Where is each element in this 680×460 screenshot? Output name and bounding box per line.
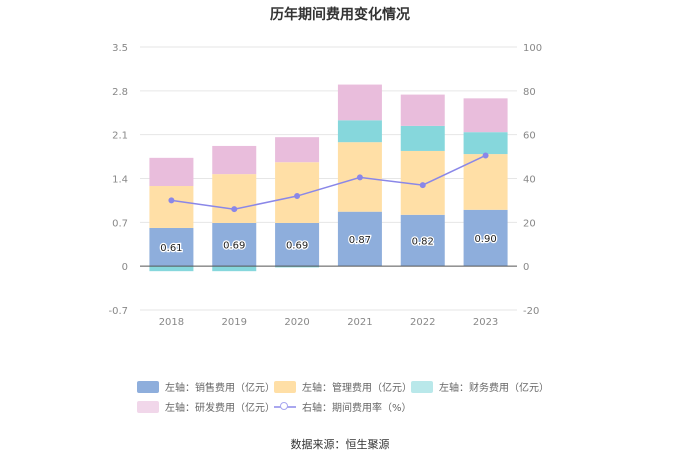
- bar-admin-2018: [149, 186, 194, 228]
- data-label-sales-2021: 0.87: [349, 235, 371, 246]
- rate-point-2018: [168, 197, 175, 204]
- bar-admin-2020: [275, 162, 320, 223]
- legend-item-admin[interactable]: 左轴：管理费用（亿元）: [274, 379, 412, 394]
- bar-finance-2019: [212, 266, 257, 272]
- rate-point-2020: [294, 193, 301, 200]
- legend-item-rate[interactable]: 右轴：期间费用率（%）: [274, 399, 412, 414]
- right-axis-tick-label: 20: [523, 218, 536, 229]
- right-axis-tick-label: 40: [523, 175, 536, 186]
- bar-sales-2019: [212, 222, 257, 267]
- bar-admin-2019: [212, 174, 257, 223]
- legend-swatch-rd: [137, 400, 159, 413]
- gridlines: [140, 46, 517, 311]
- right-axis-tick-label: 0: [523, 262, 529, 273]
- data-labels: 0.61 0.69 0.69 0.87 0.82 0.90: [159, 233, 498, 256]
- bar-rd-2023: [463, 98, 508, 133]
- bar-finance-2022: [400, 125, 445, 151]
- legend-item-sales[interactable]: 左轴：销售费用（亿元）: [137, 379, 275, 394]
- data-source-note: 数据来源：恒生聚源: [290, 438, 390, 451]
- legend-label-sales: 左轴：销售费用（亿元）: [165, 383, 275, 394]
- data-label-sales-2020: 0.69: [286, 241, 308, 252]
- bar-sales-2022: [400, 214, 445, 267]
- legend-swatch-finance: [411, 380, 433, 393]
- bar-rd-2020: [275, 137, 320, 163]
- right-axis-tick-label: 100: [523, 43, 542, 54]
- bar-rd-2022: [400, 94, 445, 126]
- chart-plot-area: -0.7 0 0.7 1.4 2.1 2.8 3.5 -20 0 20 40 60 80 100 2018 2…: [108, 43, 542, 328]
- rate-point-2019: [231, 206, 238, 213]
- legend-label-admin: 左轴：管理费用（亿元）: [302, 383, 412, 394]
- rate-point-2023: [482, 152, 489, 159]
- bar-rd-2019: [212, 145, 257, 175]
- bar-rd-2018: [149, 157, 194, 187]
- data-label-sales-2022: 0.82: [412, 236, 434, 247]
- rate-point-2022: [419, 182, 426, 189]
- legend-label-finance: 左轴：财务费用（亿元）: [439, 383, 549, 394]
- bar-finance-2020: [275, 266, 320, 268]
- left-axis-tick-label: 1.4: [112, 175, 128, 186]
- left-axis-tick-label: 0.7: [112, 218, 128, 229]
- left-axis-tick-label: -0.7: [108, 306, 128, 317]
- right-axis-tick-label: 60: [523, 131, 536, 142]
- x-axis-tick-label: 2018: [159, 317, 184, 328]
- bar-sales-2021: [337, 211, 382, 267]
- bar-rd-2021: [337, 84, 382, 121]
- data-label-sales-2023: 0.90: [474, 234, 496, 245]
- x-axis-tick-label: 2020: [284, 317, 309, 328]
- legend-label-rate: 右轴：期间费用率（%）: [302, 403, 412, 414]
- bar-admin-2023: [463, 154, 508, 210]
- x-axis-tick-label: 2019: [222, 317, 247, 328]
- left-axis-tick-label: 2.1: [112, 131, 128, 142]
- bar-finance-2021: [337, 120, 382, 143]
- bar-sales-2020: [275, 222, 320, 267]
- legend-swatch-sales: [137, 380, 159, 393]
- chart-title: 历年期间费用变化情况: [270, 7, 410, 23]
- bar-sales-2023: [463, 209, 508, 267]
- x-axis-tick-label: 2023: [473, 317, 498, 328]
- x-axis-tick-label: 2021: [347, 317, 372, 328]
- bar-finance-2018: [149, 266, 194, 272]
- bar-finance-2023: [463, 132, 508, 155]
- axes: -0.7 0 0.7 1.4 2.1 2.8 3.5 -20 0 20 40 60 80 100 2018 2…: [108, 43, 542, 328]
- x-axis-tick-label: 2022: [410, 317, 435, 328]
- data-label-sales-2019: 0.69: [223, 241, 245, 252]
- rate-point-2021: [356, 174, 363, 181]
- legend-label-rd: 左轴：研发费用（亿元）: [165, 403, 275, 414]
- legend-item-rd[interactable]: 左轴：研发费用（亿元）: [137, 399, 275, 414]
- bars: [149, 84, 508, 272]
- data-label-sales-2018: 0.61: [160, 243, 182, 254]
- right-axis-tick-label: -20: [523, 306, 539, 317]
- rate-line: [168, 152, 489, 213]
- legend-item-finance[interactable]: 左轴：财务费用（亿元）: [411, 379, 549, 394]
- legend-swatch-admin: [274, 380, 296, 393]
- legend-swatch-rate: [274, 401, 296, 413]
- left-axis-tick-label: 0: [122, 262, 128, 273]
- bar-sales-2018: [149, 227, 194, 267]
- right-axis-tick-label: 80: [523, 87, 536, 98]
- rate-line-path: [171, 154, 486, 210]
- left-axis-tick-label: 3.5: [112, 43, 128, 54]
- left-axis-tick-label: 2.8: [112, 87, 128, 98]
